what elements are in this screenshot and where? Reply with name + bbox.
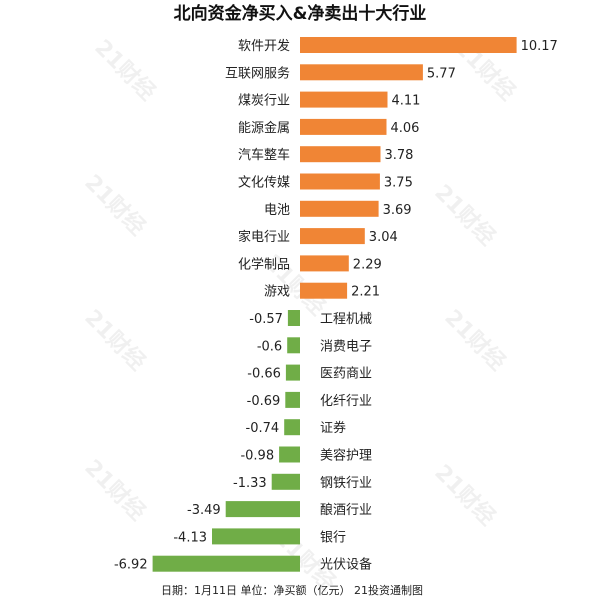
category-label-7: 电池 bbox=[264, 203, 290, 218]
value-label-11: -0.57 bbox=[249, 312, 283, 327]
bar-19 bbox=[212, 528, 300, 545]
category-label-2: 互联网服务 bbox=[225, 65, 290, 81]
value-label-12: -0.6 bbox=[257, 339, 282, 354]
value-label-13: -0.66 bbox=[247, 367, 281, 382]
bar-13 bbox=[285, 364, 300, 381]
bar-15 bbox=[284, 419, 300, 436]
category-label-14: 化纤行业 bbox=[320, 394, 372, 409]
value-label-6: 3.75 bbox=[384, 176, 413, 191]
value-label-14: -0.69 bbox=[247, 394, 281, 409]
watermark-4: 21财经 bbox=[429, 179, 500, 250]
value-label-9: 2.29 bbox=[353, 257, 382, 272]
category-label-5: 汽车整车 bbox=[238, 147, 290, 163]
watermark-3: 21财经 bbox=[79, 169, 150, 240]
bar-8 bbox=[300, 228, 365, 245]
category-label-19: 银行 bbox=[320, 530, 346, 545]
value-label-16: -0.98 bbox=[240, 449, 274, 464]
bar-11 bbox=[287, 310, 300, 326]
watermark-1: 21财经 bbox=[89, 34, 160, 105]
category-label-13: 医药商业 bbox=[320, 367, 372, 382]
bars: 软件开发 10.17 互联网服务 5.77 煤炭行业 4.11 能源金属 4.06 汽车整车 3.… bbox=[114, 37, 558, 573]
category-label-12: 消费电子 bbox=[320, 339, 372, 354]
value-label-5: 3.78 bbox=[385, 148, 414, 163]
value-label-19: -4.13 bbox=[173, 530, 207, 545]
watermark-6: 21财经 bbox=[439, 304, 510, 375]
category-label-17: 钢铁行业 bbox=[320, 476, 372, 491]
category-label-1: 软件开发 bbox=[238, 38, 290, 54]
bar-18 bbox=[225, 501, 300, 518]
bar-12 bbox=[287, 337, 300, 354]
bar-2 bbox=[300, 64, 423, 81]
bar-7 bbox=[300, 200, 379, 217]
bar-20 bbox=[152, 555, 300, 572]
bar-4 bbox=[300, 118, 387, 135]
bar-9 bbox=[300, 255, 349, 272]
value-label-10: 2.21 bbox=[351, 285, 380, 300]
bar-5 bbox=[300, 146, 381, 163]
category-label-10: 游戏 bbox=[264, 285, 290, 300]
value-label-20: -6.92 bbox=[114, 558, 148, 573]
value-label-2: 5.77 bbox=[427, 66, 456, 81]
category-label-3: 煤炭行业 bbox=[238, 94, 290, 109]
value-label-4: 4.06 bbox=[391, 121, 420, 136]
watermark-9: 21财经 bbox=[429, 459, 500, 530]
bar-16 bbox=[279, 446, 300, 463]
watermark-8: 21财经 bbox=[79, 454, 150, 525]
value-label-3: 4.11 bbox=[392, 94, 421, 109]
value-label-15: -0.74 bbox=[246, 421, 280, 436]
value-label-7: 3.69 bbox=[383, 203, 412, 218]
chart-title: 北向资金净买入&净卖出十大行业 bbox=[174, 3, 427, 24]
chart-footer: 日期：1月11日 单位：净买额（亿元） 21投资通制图 bbox=[161, 583, 423, 597]
category-label-11: 工程机械 bbox=[320, 312, 372, 327]
category-label-16: 美容护理 bbox=[320, 448, 372, 464]
bar-17 bbox=[271, 473, 300, 490]
bar-6 bbox=[300, 173, 380, 190]
category-label-15: 证券 bbox=[320, 420, 346, 436]
category-label-20: 光伏设备 bbox=[320, 557, 372, 573]
bar-1 bbox=[300, 37, 517, 53]
bar-14 bbox=[285, 391, 300, 408]
category-label-4: 能源金属 bbox=[238, 120, 290, 136]
bar-3 bbox=[300, 91, 388, 108]
value-label-1: 10.17 bbox=[521, 39, 558, 54]
category-label-8: 家电行业 bbox=[238, 229, 290, 245]
category-label-6: 文化传媒 bbox=[238, 176, 290, 191]
bar-10 bbox=[300, 282, 348, 299]
category-label-9: 化学制品 bbox=[238, 256, 290, 272]
value-label-8: 3.04 bbox=[369, 230, 398, 245]
value-label-18: -3.49 bbox=[187, 503, 221, 518]
watermark-5: 21财经 bbox=[79, 304, 150, 375]
category-label-18: 酿酒行业 bbox=[320, 502, 372, 518]
value-label-17: -1.33 bbox=[233, 476, 267, 491]
